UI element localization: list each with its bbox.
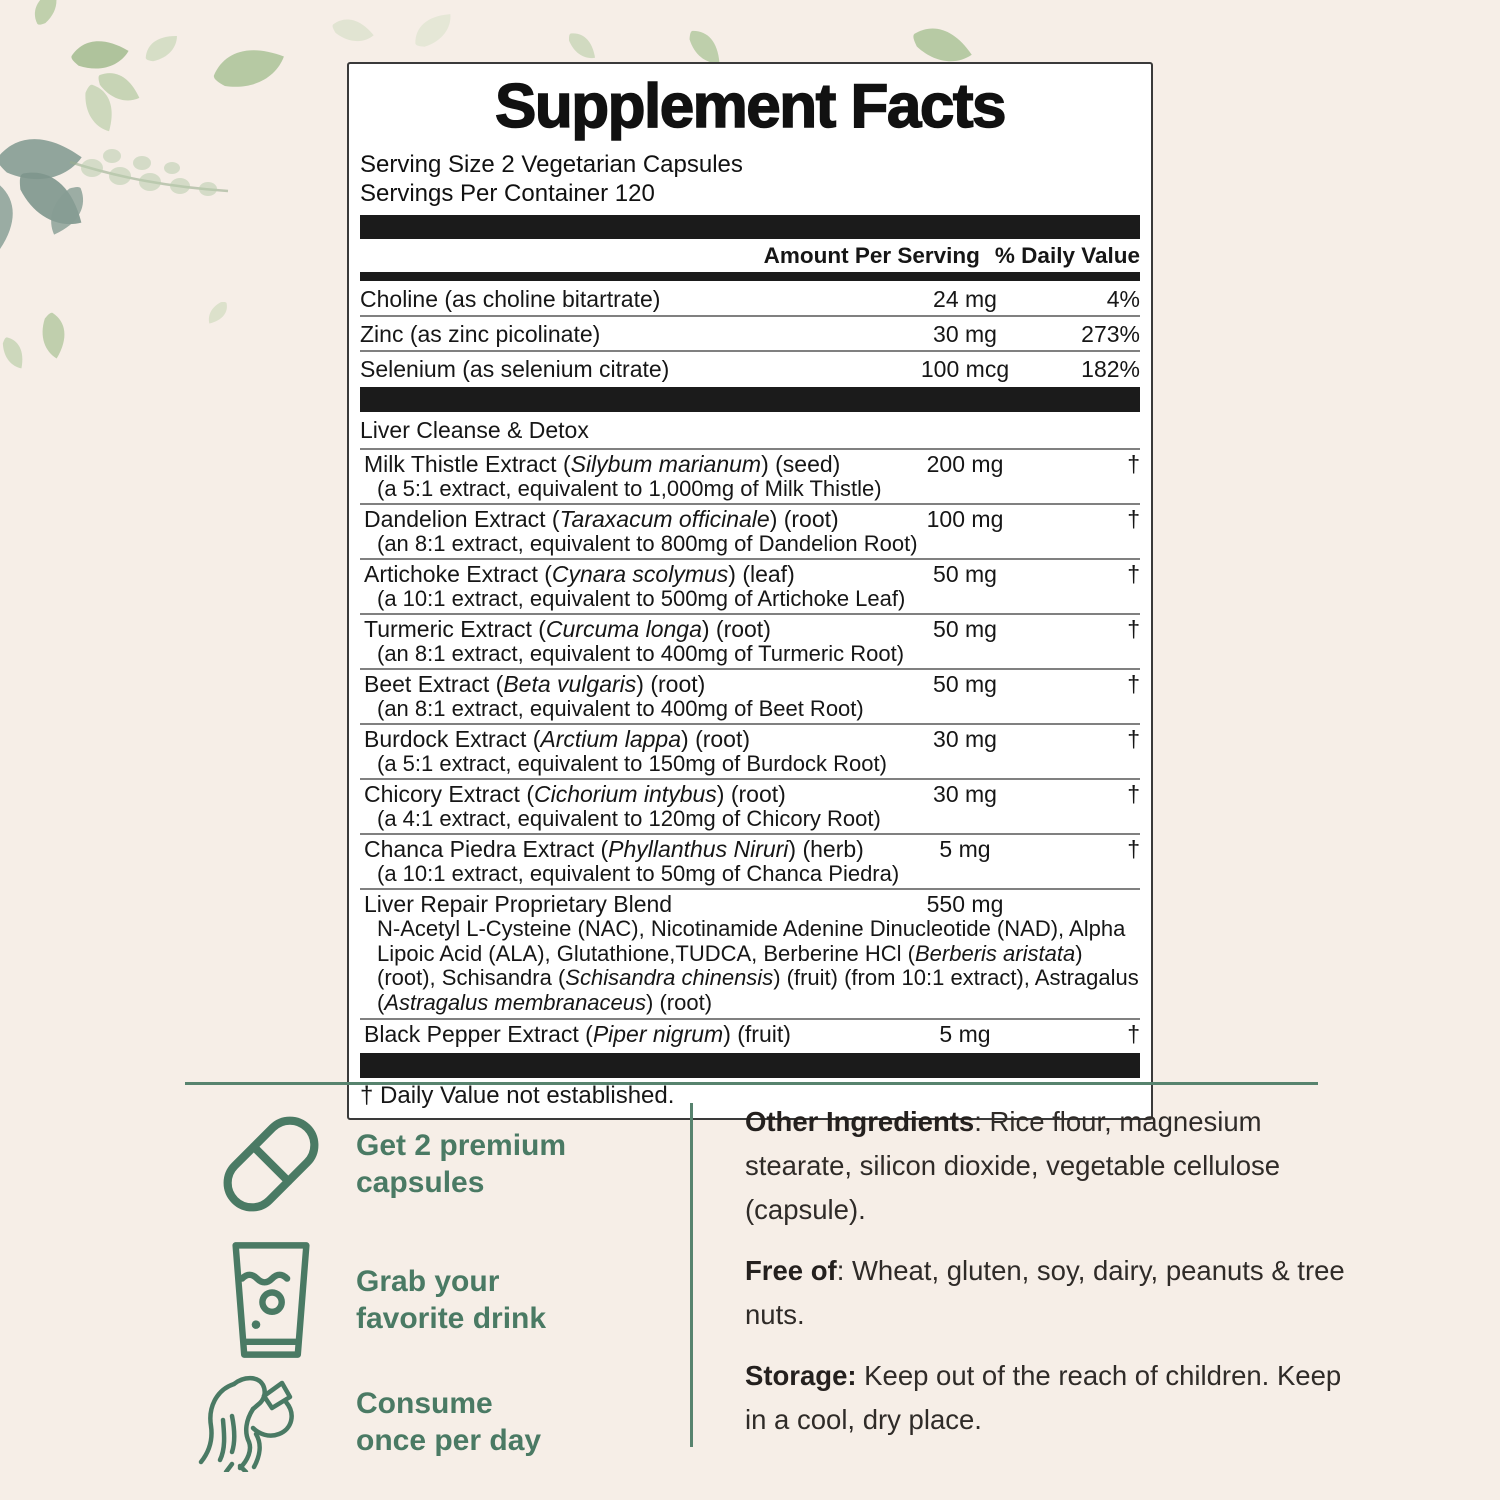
ingredient-daily-value: † (1127, 726, 1140, 752)
ingredient-equivalent: (a 10:1 extract, equivalent to 500mg of … (377, 586, 906, 611)
ingredient-daily-value: † (1127, 781, 1140, 807)
ingredient-row: Black Pepper Extract (Piper nigrum) (fru… (360, 1018, 1140, 1050)
step-label: Get 2 premium capsules (356, 1129, 567, 1199)
ingredient-daily-value: † (1127, 561, 1140, 587)
divider-bar (360, 1053, 1140, 1078)
ingredient-equivalent: (a 5:1 extract, equivalent to 1,000mg of… (377, 476, 882, 501)
ingredient-name: Artichoke Extract (Cynara scolymus) (lea… (364, 561, 795, 587)
ingredient-equivalent: (a 5:1 extract, equivalent to 150mg of B… (377, 751, 887, 776)
step-item: Consume once per day (196, 1372, 676, 1472)
ingredient-amount: 5 mg (939, 1021, 991, 1047)
ingredient-name: Burdock Extract (Arctium lappa) (root) (364, 726, 751, 752)
ingredient-daily-value: † (1127, 616, 1140, 642)
ingredient-amount: 50 mg (933, 616, 997, 642)
ingredient-daily-value: † (1127, 836, 1140, 862)
daily-value-header: % Daily Value (994, 243, 1140, 268)
ingredient-name: Milk Thistle Extract (Silybum marianum) … (364, 451, 841, 477)
ingredient-amount: 30 mg (933, 726, 997, 752)
ingredient-row: Dandelion Extract (Taraxacum officinale)… (360, 503, 1140, 558)
ingredient-daily-value: † (1127, 671, 1140, 697)
ingredient-row: Liver Repair Proprietary Blend 550 mg N-Ac… (360, 888, 1140, 1018)
ingredient-daily-value: † (1127, 1021, 1140, 1047)
ingredient-amount: 50 mg (933, 561, 997, 587)
ingredient-amount: 30 mg (933, 781, 997, 807)
drink-glass-icon (232, 1242, 310, 1358)
ingredient-amount: 200 mg (926, 451, 1004, 477)
ingredient-name: Turmeric Extract (Curcuma longa) (root) (364, 616, 771, 642)
nutrient-amount: 30 mg (933, 321, 997, 347)
supplement-facts-panel: Supplement Facts Serving Size 2 Vegetari… (347, 62, 1153, 1120)
divider-bar (360, 215, 1140, 239)
ingredient-name: Dandelion Extract (Taraxacum officinale)… (364, 506, 839, 532)
servings-per-container: Servings Per Container 120 (360, 180, 655, 207)
ingredient-equivalent: (an 8:1 extract, equivalent to 400mg of … (377, 641, 905, 666)
ingredient-name: Beet Extract (Beta vulgaris) (root) (364, 671, 706, 697)
ingredient-row: Milk Thistle Extract (Silybum marianum) … (360, 448, 1140, 503)
ingredient-row: Turmeric Extract (Curcuma longa) (root) 5… (360, 613, 1140, 668)
amount-per-serving-header: Amount Per Serving (763, 243, 980, 268)
ingredient-name: Black Pepper Extract (Piper nigrum) (fru… (364, 1021, 791, 1047)
ingredient-name: Chicory Extract (Cichorium intybus) (roo… (364, 781, 786, 807)
info-paragraph: Free of: Wheat, gluten, soy, dairy, pean… (745, 1255, 1345, 1330)
step-label: Consume once per day (356, 1387, 542, 1457)
nutrient-daily-value: 273% (1081, 321, 1140, 347)
nutrient-amount: 100 mcg (920, 356, 1010, 382)
divider-bar (360, 387, 1140, 412)
daily-value-footnote: † Daily Value not established. (360, 1082, 675, 1109)
ingredient-row: Chanca Piedra Extract (Phyllanthus Nirur… (360, 833, 1140, 888)
capsule-icon (223, 1116, 319, 1212)
section-title: Liver Cleanse & Detox (360, 417, 589, 443)
person-drinking-icon (198, 1375, 294, 1472)
nutrient-daily-value: 4% (1106, 286, 1140, 312)
capsule-icon (196, 1100, 346, 1228)
ingredient-amount: 5 mg (939, 836, 991, 862)
vitamin-rows: Choline (as choline bitartrate) 24 mg 4% Zi… (360, 282, 1140, 385)
step-item: Grab your favorite drink (196, 1236, 676, 1364)
ingredient-amount: 100 mg (926, 506, 1004, 532)
ingredient-row: Burdock Extract (Arctium lappa) (root) 30… (360, 723, 1140, 778)
info-paragraph: Storage: Keep out of the reach of childr… (745, 1360, 1342, 1435)
ingredient-row: Chicory Extract (Cichorium intybus) (roo… (360, 778, 1140, 833)
ingredient-equivalent: (an 8:1 extract, equivalent to 800mg of … (377, 531, 918, 556)
nutrient-name: Selenium (as selenium citrate) (360, 356, 670, 382)
ingredient-row: Artichoke Extract (Cynara scolymus) (lea… (360, 558, 1140, 613)
usage-steps: Get 2 premium capsules Grab your favorite … (196, 1100, 676, 1480)
ingredient-row: Beet Extract (Beta vulgaris) (root) 50 mg… (360, 668, 1140, 723)
nutrient-daily-value: 182% (1081, 356, 1140, 382)
person-drinking-icon (196, 1372, 346, 1472)
ingredient-amount: 550 mg (926, 891, 1004, 917)
ingredients-info: Other Ingredients: Rice flour, magnesium… (745, 1100, 1350, 1459)
nutrient-row: Zinc (as zinc picolinate) 30 mg 273% (360, 317, 1140, 352)
ingredient-daily-value: † (1127, 506, 1140, 532)
vertical-divider (690, 1103, 693, 1447)
info-paragraph: Other Ingredients: Rice flour, magnesium… (745, 1106, 1281, 1225)
column-headers: Amount Per Serving % Daily Value (360, 239, 1140, 272)
nutrient-row: Selenium (as selenium citrate) 100 mcg 182… (360, 352, 1140, 385)
ingredient-name: Chanca Piedra Extract (Phyllanthus Nirur… (364, 836, 864, 862)
step-item: Get 2 premium capsules (196, 1100, 676, 1228)
ingredient-rows: Milk Thistle Extract (Silybum marianum) … (360, 448, 1140, 1050)
nutrient-name: Zinc (as zinc picolinate) (360, 321, 601, 347)
serving-size: Serving Size 2 Vegetarian Capsules (360, 151, 743, 178)
supplement-facts-title: Supplement Facts (494, 72, 1007, 141)
step-label: Grab your favorite drink (356, 1265, 547, 1335)
blend-components: N-Acetyl L-Cysteine (NAC), Nicotinamide … (377, 916, 1139, 1015)
ingredient-daily-value: † (1127, 451, 1140, 477)
divider-bar (360, 272, 1140, 281)
ingredient-equivalent: (a 4:1 extract, equivalent to 120mg of C… (377, 806, 881, 831)
nutrient-name: Choline (as choline bitartrate) (360, 286, 661, 312)
ingredient-equivalent: (an 8:1 extract, equivalent to 400mg of … (377, 696, 864, 721)
drink-glass-icon (196, 1240, 346, 1360)
nutrient-amount: 24 mg (933, 286, 997, 312)
ingredient-name: Liver Repair Proprietary Blend (364, 891, 673, 917)
ingredient-amount: 50 mg (933, 671, 997, 697)
horizontal-divider (185, 1082, 1318, 1085)
nutrient-row: Choline (as choline bitartrate) 24 mg 4% (360, 282, 1140, 317)
ingredient-equivalent: (a 10:1 extract, equivalent to 50mg of C… (377, 861, 900, 886)
